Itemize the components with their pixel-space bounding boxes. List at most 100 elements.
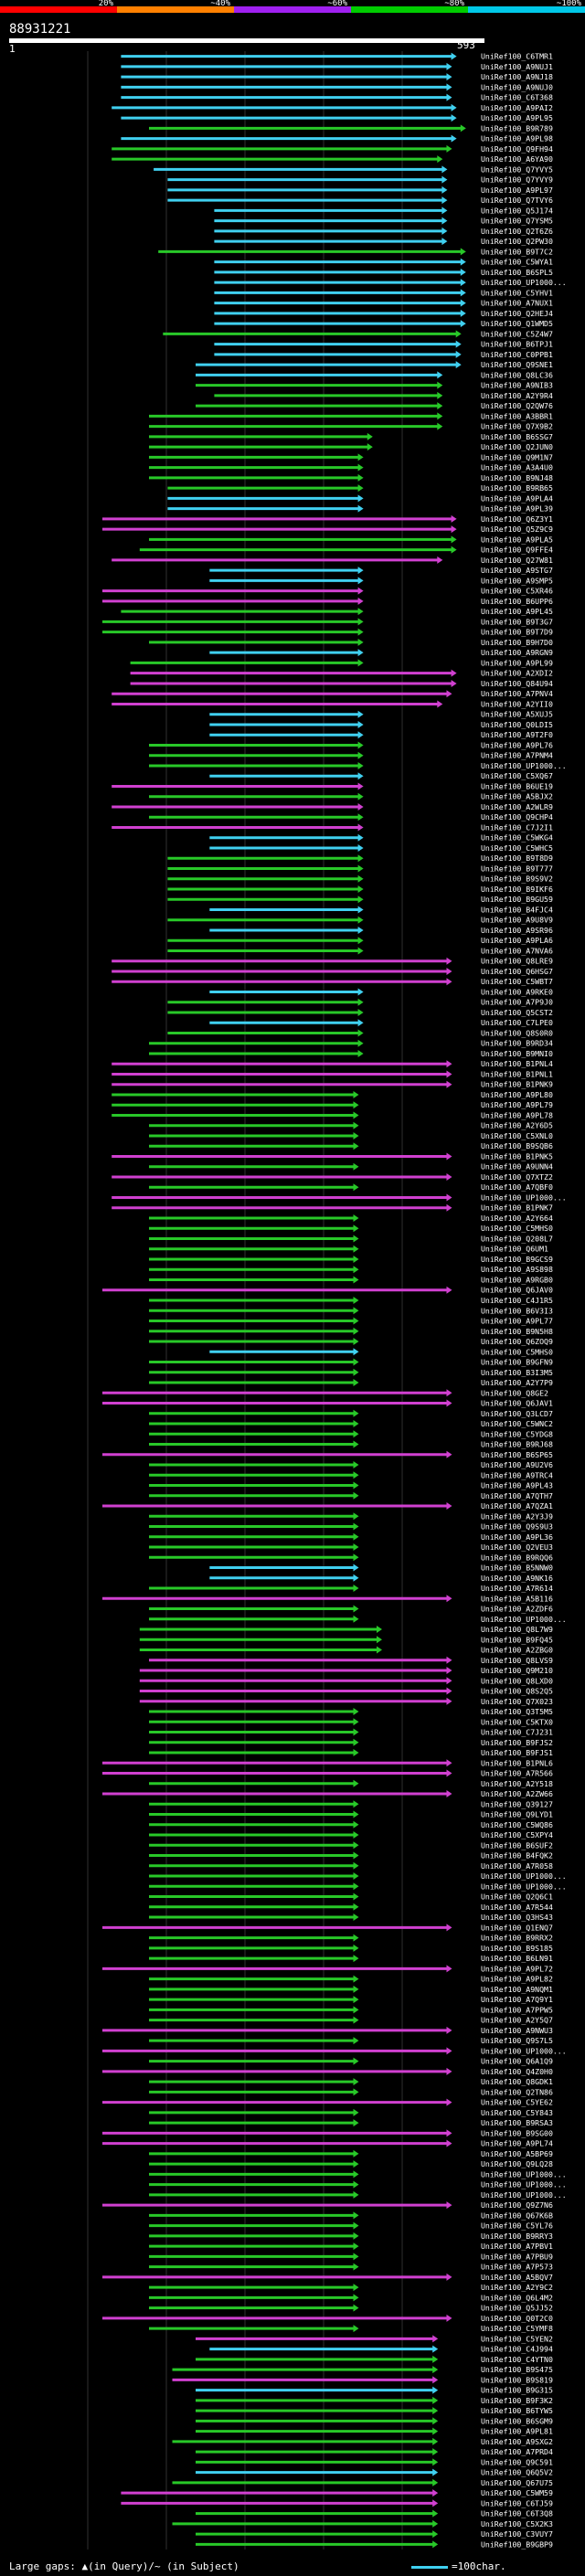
- hit-id-label[interactable]: UniRef100_A5BQV7: [481, 2273, 553, 2282]
- hit-id-label[interactable]: UniRef100_A9SR96: [481, 926, 553, 935]
- hit-id-label[interactable]: UniRef100_A7R544: [481, 1903, 553, 1912]
- hit-id-label[interactable]: UniRef100_C5XR46: [481, 587, 553, 596]
- alignment-hit[interactable]: UniRef100_B9H7D0: [149, 638, 553, 647]
- hit-id-label[interactable]: UniRef100_Q39127: [481, 1799, 553, 1808]
- alignment-hit[interactable]: UniRef100_C5MHS0: [149, 1224, 553, 1233]
- alignment-hit[interactable]: UniRef100_B4FJC4: [209, 905, 553, 914]
- hit-id-label[interactable]: UniRef100_B9GFN9: [481, 1358, 553, 1367]
- hit-id-label[interactable]: UniRef100_C4J994: [481, 2345, 553, 2354]
- hit-id-label[interactable]: UniRef100_A9PL81: [481, 2427, 553, 2436]
- hit-id-label[interactable]: UniRef100_Q1ENQ7: [481, 1923, 553, 1932]
- alignment-hit[interactable]: UniRef100_A9RKE0: [209, 987, 553, 996]
- hit-id-label[interactable]: UniRef100_C5YDG8: [481, 1429, 553, 1438]
- hit-id-label[interactable]: UniRef100_UP1000...: [481, 1615, 567, 1624]
- alignment-hit[interactable]: UniRef100_A9RGB0: [149, 1275, 553, 1284]
- hit-id-label[interactable]: UniRef100_A3BBR1: [481, 411, 553, 420]
- hit-id-label[interactable]: UniRef100_C5WHC5: [481, 843, 553, 853]
- hit-id-label[interactable]: UniRef100_B9GU59: [481, 895, 553, 904]
- alignment-hit[interactable]: UniRef100_Q208L7: [149, 1234, 553, 1243]
- hit-id-label[interactable]: UniRef100_Q7X9B2: [481, 422, 553, 431]
- alignment-hit[interactable]: UniRef100_C5WKG4: [209, 833, 553, 843]
- hit-id-label[interactable]: UniRef100_Q8LC36: [481, 370, 553, 379]
- alignment-hit[interactable]: UniRef100_B9FJS2: [149, 1738, 553, 1747]
- alignment-hit[interactable]: UniRef100_Q9M1N7: [149, 452, 553, 461]
- alignment-hit[interactable]: UniRef100_C5YL76: [149, 2221, 553, 2231]
- hit-id-label[interactable]: UniRef100_C5YE62: [481, 2098, 553, 2107]
- alignment-hit[interactable]: UniRef100_A2Y6D5: [149, 1121, 553, 1130]
- alignment-hit[interactable]: UniRef100_A3BBR1: [149, 411, 553, 420]
- hit-id-label[interactable]: UniRef100_C5YMF8: [481, 2324, 553, 2333]
- hit-id-label[interactable]: UniRef100_A7P9J0: [481, 998, 553, 1007]
- alignment-hit[interactable]: UniRef100_B9T7C2: [158, 247, 553, 256]
- alignment-hit[interactable]: UniRef100_B6SSG7: [149, 432, 553, 441]
- alignment-hit[interactable]: UniRef100_UP1000...: [112, 1193, 567, 1202]
- hit-id-label[interactable]: UniRef100_A5B116: [481, 1594, 553, 1603]
- alignment-hit[interactable]: UniRef100_Q6HSG7: [112, 967, 553, 976]
- hit-id-label[interactable]: UniRef100_A9UNN4: [481, 1162, 553, 1171]
- alignment-hit[interactable]: UniRef100_B1PNK5: [112, 1151, 553, 1161]
- hit-id-label[interactable]: UniRef100_C6T368: [481, 93, 553, 102]
- hit-id-label[interactable]: UniRef100_A7QBF0: [481, 1182, 553, 1192]
- hit-id-label[interactable]: UniRef100_B9RRX2: [481, 1934, 553, 1943]
- alignment-hit[interactable]: UniRef100_A9NK16: [209, 1574, 553, 1583]
- alignment-hit[interactable]: UniRef100_A9RGN9: [209, 648, 553, 657]
- alignment-hit[interactable]: UniRef100_B9FQ45: [139, 1635, 553, 1644]
- hit-id-label[interactable]: UniRef100_B9G315: [481, 2386, 553, 2395]
- hit-id-label[interactable]: UniRef100_Q6Z3Y1: [481, 514, 553, 524]
- alignment-hit[interactable]: UniRef100_A7R544: [149, 1903, 553, 1912]
- hit-id-label[interactable]: UniRef100_C4YTN0: [481, 2355, 553, 2364]
- hit-id-label[interactable]: UniRef100_Q208L7: [481, 1234, 553, 1243]
- alignment-hit[interactable]: UniRef100_C5Y843: [149, 2108, 553, 2117]
- alignment-hit[interactable]: UniRef100_C5KTX0: [149, 1717, 553, 1726]
- alignment-hit[interactable]: UniRef100_A9PL76: [149, 740, 553, 749]
- hit-id-label[interactable]: UniRef100_B1PNK7: [481, 1203, 553, 1213]
- alignment-hit[interactable]: UniRef100_A9PL95: [121, 113, 553, 122]
- alignment-hit[interactable]: UniRef100_Q9Z7N6: [102, 2200, 553, 2210]
- hit-id-label[interactable]: UniRef100_B9GCS9: [481, 1255, 553, 1264]
- alignment-hit[interactable]: UniRef100_Q9M210: [139, 1666, 553, 1675]
- alignment-hit[interactable]: UniRef100_Q2VEU3: [149, 1542, 553, 1552]
- alignment-hit[interactable]: UniRef100_B9NJ48: [149, 473, 553, 482]
- alignment-hit[interactable]: UniRef100_UP1000...: [149, 1871, 567, 1881]
- alignment-hit[interactable]: UniRef100_A6YA90: [112, 154, 553, 164]
- alignment-hit[interactable]: UniRef100_Q6JAV1: [102, 1399, 553, 1408]
- alignment-hit[interactable]: UniRef100_C5XPY4: [149, 1830, 553, 1839]
- hit-id-label[interactable]: UniRef100_A9NJ18: [481, 72, 553, 81]
- alignment-hit[interactable]: UniRef100_A5BJX2: [149, 792, 553, 801]
- hit-id-label[interactable]: UniRef100_B9FQ45: [481, 1635, 553, 1644]
- alignment-hit[interactable]: UniRef100_Q2HEJ4: [214, 309, 553, 318]
- alignment-hit[interactable]: UniRef100_Q3LCD7: [149, 1409, 553, 1418]
- hit-id-label[interactable]: UniRef100_C5XQ67: [481, 771, 553, 780]
- alignment-hit[interactable]: UniRef100_Q8S2Q5: [139, 1687, 553, 1696]
- hit-id-label[interactable]: UniRef100_UP1000...: [481, 278, 567, 287]
- hit-id-label[interactable]: UniRef100_Q2T6Z6: [481, 227, 553, 236]
- alignment-hit[interactable]: UniRef100_B1PNL1: [112, 1069, 553, 1078]
- alignment-hit[interactable]: UniRef100_Q7TVY6: [167, 196, 553, 205]
- alignment-hit[interactable]: UniRef100_Q2JUN0: [149, 442, 553, 451]
- hit-id-label[interactable]: UniRef100_Q5J174: [481, 206, 553, 215]
- hit-id-label[interactable]: UniRef100_B1PNL6: [481, 1758, 553, 1767]
- alignment-hit[interactable]: UniRef100_A2Y9C2: [149, 2283, 553, 2292]
- alignment-hit[interactable]: UniRef100_A7Q9Y1: [149, 1995, 553, 2004]
- hit-id-label[interactable]: UniRef100_A2ZDF6: [481, 1605, 553, 1614]
- hit-id-label[interactable]: UniRef100_B9SG00: [481, 2128, 553, 2137]
- alignment-hit[interactable]: UniRef100_A7PRD4: [196, 2447, 553, 2456]
- alignment-hit[interactable]: UniRef100_A9NIB3: [196, 381, 553, 390]
- alignment-hit[interactable]: UniRef100_UP1000...: [149, 2169, 567, 2178]
- hit-id-label[interactable]: UniRef100_C3VUY7: [481, 2529, 553, 2539]
- hit-id-label[interactable]: UniRef100_B9T7C2: [481, 247, 553, 256]
- alignment-hit[interactable]: UniRef100_UP1000...: [149, 2190, 567, 2200]
- alignment-hit[interactable]: UniRef100_A9PL36: [149, 1532, 553, 1542]
- hit-id-label[interactable]: UniRef100_Q2PW30: [481, 237, 553, 246]
- alignment-hit[interactable]: UniRef100_Q7X9B2: [149, 422, 553, 431]
- hit-id-label[interactable]: UniRef100_B9S819: [481, 2375, 553, 2384]
- hit-id-label[interactable]: UniRef100_A2Y5Q7: [481, 2016, 553, 2025]
- alignment-hit[interactable]: UniRef100_B9RRY3: [149, 2231, 553, 2241]
- alignment-hit[interactable]: UniRef100_A2Y7P9: [149, 1378, 553, 1387]
- hit-id-label[interactable]: UniRef100_Q2QW76: [481, 401, 553, 410]
- hit-id-label[interactable]: UniRef100_Q7TVY6: [481, 196, 553, 205]
- alignment-hit[interactable]: UniRef100_A2YII0: [112, 699, 553, 708]
- alignment-hit[interactable]: UniRef100_A9PAI2: [112, 103, 553, 112]
- alignment-hit[interactable]: UniRef100_Q6UM1: [149, 1245, 548, 1254]
- alignment-hit[interactable]: UniRef100_Q3HS43: [149, 1913, 553, 1922]
